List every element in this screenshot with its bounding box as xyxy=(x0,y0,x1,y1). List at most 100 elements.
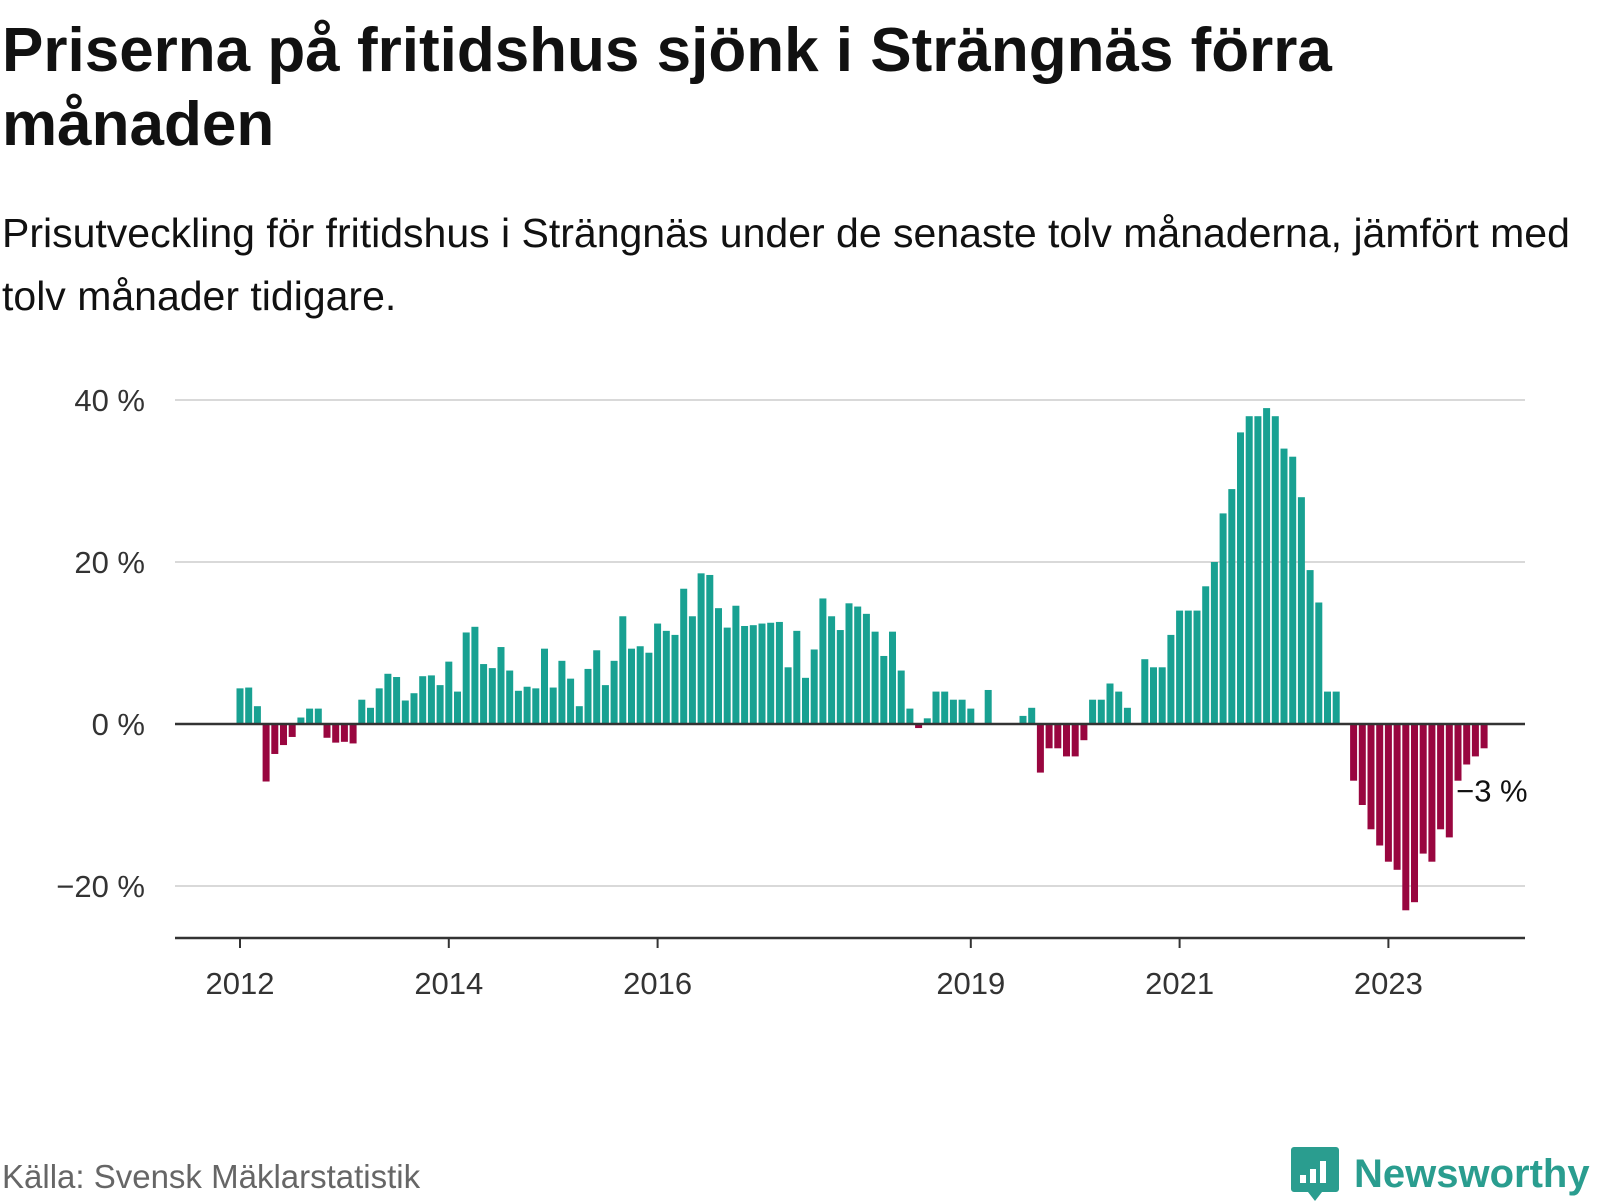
bar xyxy=(1376,724,1384,846)
bar xyxy=(732,605,740,724)
bar xyxy=(1411,724,1418,903)
bar xyxy=(1028,707,1036,724)
chart-subtitle: Prisutveckling för fritidshus i Strängnä… xyxy=(2,210,1570,319)
bar xyxy=(828,616,836,724)
bar xyxy=(314,708,322,724)
bar xyxy=(688,616,696,724)
x-tick-label: 2019 xyxy=(936,966,1005,1001)
bar xyxy=(1367,724,1375,830)
bar xyxy=(984,689,992,724)
bar xyxy=(480,664,488,724)
bar xyxy=(1063,724,1070,757)
bar xyxy=(488,668,496,724)
newsworthy-logo-icon xyxy=(1291,1147,1339,1201)
bar xyxy=(427,675,435,724)
bar xyxy=(1393,724,1401,870)
bar xyxy=(349,724,357,744)
bar xyxy=(262,724,270,782)
bar xyxy=(584,668,592,724)
bars xyxy=(236,408,1488,911)
bar xyxy=(367,707,374,724)
bar xyxy=(854,606,862,724)
bar xyxy=(1463,724,1471,765)
bar xyxy=(1202,586,1210,724)
bar xyxy=(1115,691,1123,724)
bar xyxy=(393,677,401,724)
bar xyxy=(1350,724,1358,781)
bar xyxy=(401,700,409,724)
bar xyxy=(541,648,548,724)
bar xyxy=(1123,707,1131,724)
bar xyxy=(1419,724,1427,854)
bar xyxy=(749,625,757,724)
y-tick-label: −20 % xyxy=(56,869,145,904)
bar xyxy=(889,631,896,724)
bar xyxy=(1106,683,1114,724)
bar xyxy=(1306,570,1314,724)
bar xyxy=(741,625,749,724)
y-tick-label: 20 % xyxy=(74,545,145,580)
bar xyxy=(1193,610,1201,724)
bar xyxy=(601,685,609,724)
bar xyxy=(375,688,383,724)
bar xyxy=(915,724,923,729)
bar xyxy=(697,573,705,724)
bar xyxy=(523,686,531,724)
bar xyxy=(758,623,766,724)
bar xyxy=(958,699,966,724)
bar xyxy=(932,691,940,724)
bar xyxy=(1271,416,1279,724)
bar xyxy=(532,688,540,724)
bar xyxy=(767,622,775,724)
bar xyxy=(1036,724,1044,773)
bar xyxy=(462,632,470,724)
bar xyxy=(1219,513,1227,724)
bar xyxy=(628,648,635,724)
bar xyxy=(514,690,522,724)
bar xyxy=(1480,724,1488,749)
bar xyxy=(1080,724,1088,741)
x-tick-label: 2012 xyxy=(206,966,275,1001)
bar xyxy=(236,688,244,724)
source-credit: Källa: Svensk Mäklarstatistik xyxy=(2,1158,421,1195)
bar xyxy=(1228,489,1236,724)
bar xyxy=(654,623,662,724)
bar xyxy=(1210,562,1218,724)
axes xyxy=(175,722,1525,948)
bar xyxy=(810,649,818,724)
bar xyxy=(662,630,670,724)
bar xyxy=(593,650,601,724)
bar xyxy=(454,691,461,724)
bar xyxy=(1437,724,1445,830)
bar xyxy=(1184,610,1192,724)
bar xyxy=(1176,610,1184,724)
bar xyxy=(715,608,722,724)
bar xyxy=(1019,715,1027,724)
bar xyxy=(471,626,479,724)
bar xyxy=(897,670,905,724)
bar xyxy=(1089,699,1097,724)
bar xyxy=(1402,724,1410,911)
bar xyxy=(1237,432,1244,724)
bar xyxy=(558,660,566,724)
bar xyxy=(288,724,296,737)
bar xyxy=(1167,634,1175,724)
newsworthy-logo[interactable]: Newsworthy xyxy=(1290,1145,1590,1203)
x-tick-label: 2014 xyxy=(414,966,483,1001)
bar xyxy=(1384,724,1392,862)
bar xyxy=(949,699,957,724)
chart-title: Priserna på fritidshus sjönk i Strängnäs… xyxy=(2,16,1332,159)
bar xyxy=(1158,667,1166,724)
bar xyxy=(1045,724,1053,749)
bar xyxy=(575,706,583,724)
bar xyxy=(845,603,853,724)
bar xyxy=(1054,724,1062,749)
x-tick-label: 2016 xyxy=(623,966,692,1001)
bar xyxy=(1263,408,1271,724)
bar xyxy=(871,631,879,724)
bar xyxy=(1245,416,1253,724)
bar xyxy=(610,660,618,724)
bar xyxy=(1071,724,1079,757)
bar xyxy=(1097,699,1105,724)
bar xyxy=(280,724,287,746)
